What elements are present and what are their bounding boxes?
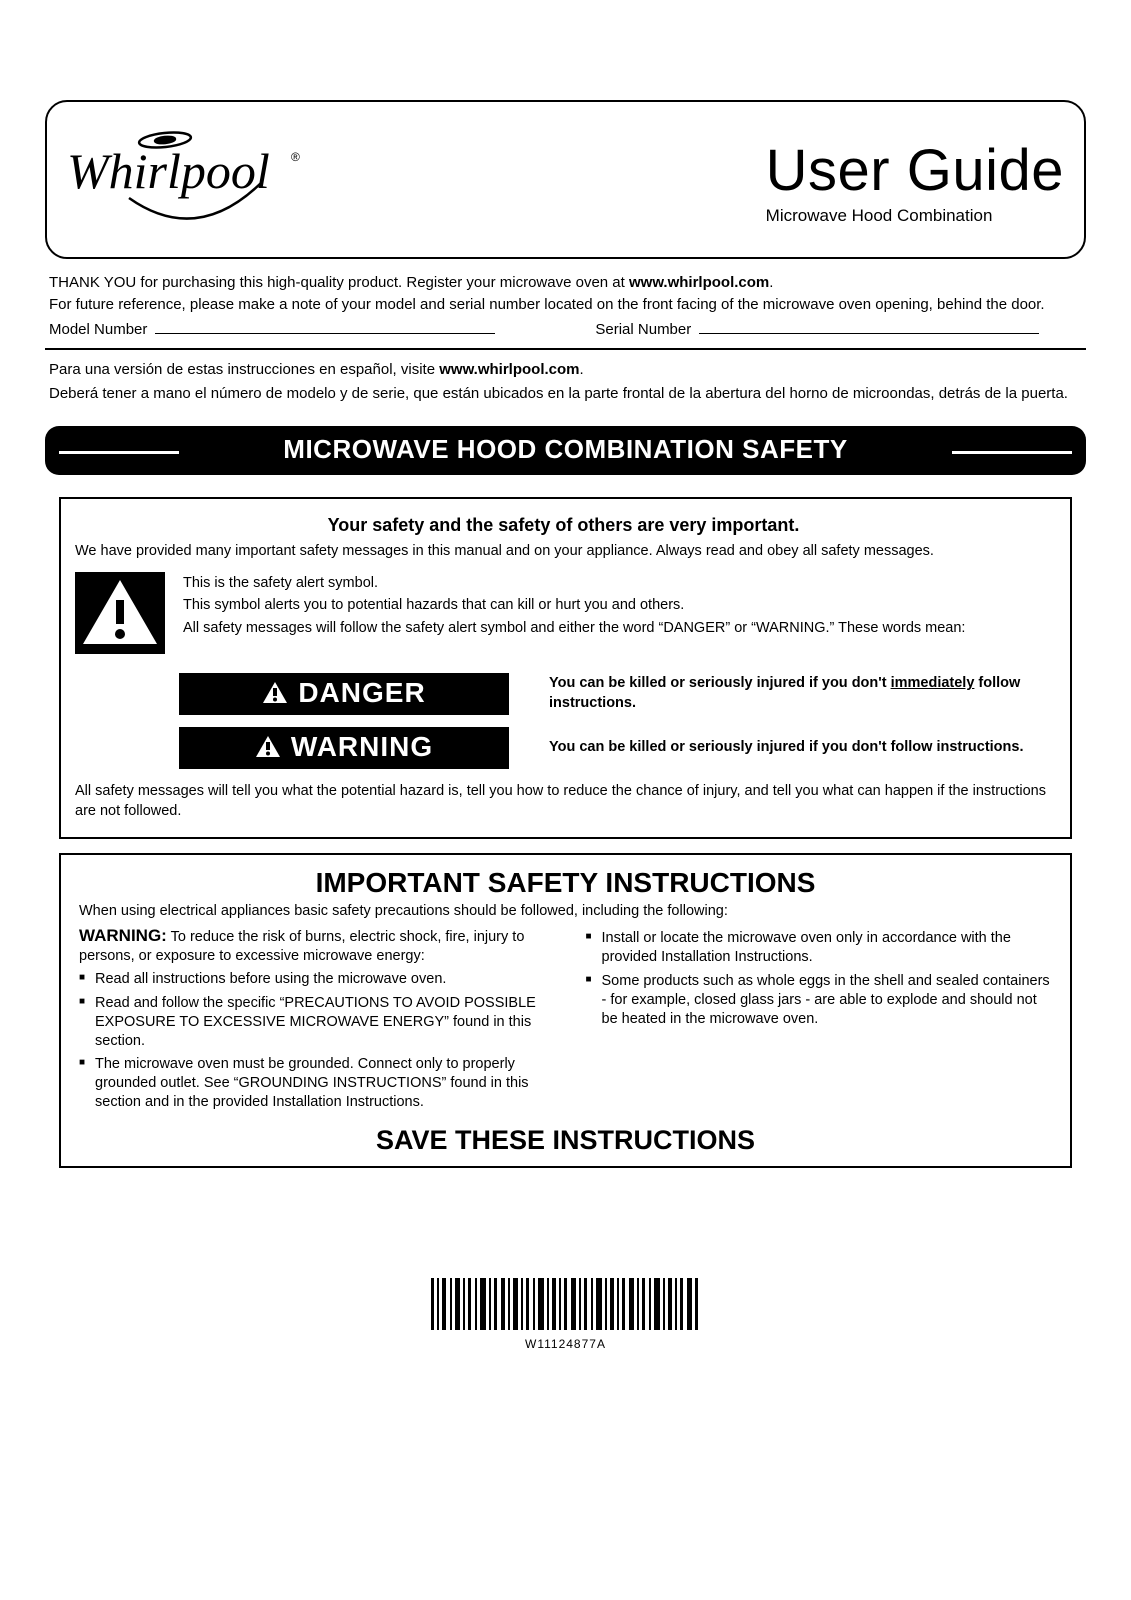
divider bbox=[45, 348, 1086, 350]
safety-intro-text: We have provided many important safety m… bbox=[75, 542, 1052, 562]
document-subtitle: Microwave Hood Combination bbox=[766, 206, 1064, 226]
brand-text: Whirlpool bbox=[67, 143, 270, 199]
warning-prefix: WARNING: bbox=[79, 926, 167, 945]
barcode-block: W11124877A bbox=[45, 1278, 1086, 1351]
instructions-left-column: WARNING: To reduce the risk of burns, el… bbox=[79, 925, 546, 1117]
danger-description: You can be killed or seriously injured i… bbox=[549, 674, 1052, 713]
banner-decoration-right bbox=[952, 451, 1072, 454]
list-item: Read and follow the specific “PRECAUTION… bbox=[79, 994, 546, 1051]
register-url: www.whirlpool.com bbox=[629, 274, 769, 291]
list-item: Some products such as whole eggs in the … bbox=[586, 972, 1053, 1029]
spanish-block: Para una versión de estas instrucciones … bbox=[45, 360, 1086, 405]
alert-line-2: This symbol alerts you to potential haza… bbox=[183, 594, 965, 616]
model-number-line bbox=[155, 333, 495, 334]
serial-number-field: Serial Number bbox=[595, 320, 1039, 340]
serial-number-line bbox=[699, 333, 1039, 334]
alert-small-icon bbox=[255, 735, 281, 759]
right-bullet-list: Install or locate the microwave oven onl… bbox=[586, 929, 1053, 1028]
warning-row: WARNING You can be killed or seriously i… bbox=[75, 727, 1052, 769]
instructions-intro: When using electrical appliances basic s… bbox=[79, 903, 1052, 919]
svg-text:®: ® bbox=[291, 150, 300, 164]
instructions-right-column: Install or locate the microwave oven onl… bbox=[586, 925, 1053, 1117]
left-bullet-list: Read all instructions before using the m… bbox=[79, 970, 546, 1112]
safety-banner: MICROWAVE HOOD COMBINATION SAFETY bbox=[45, 426, 1086, 475]
safety-heading: Your safety and the safety of others are… bbox=[75, 515, 1052, 536]
document-title: User Guide bbox=[766, 142, 1064, 200]
future-reference-line: For future reference, please make a note… bbox=[49, 295, 1082, 315]
instructions-title: IMPORTANT SAFETY INSTRUCTIONS bbox=[79, 867, 1052, 899]
model-number-field: Model Number bbox=[49, 320, 495, 340]
thank-you-line: THANK YOU for purchasing this high-quali… bbox=[49, 273, 1082, 293]
safety-banner-text: MICROWAVE HOOD COMBINATION SAFETY bbox=[283, 434, 847, 464]
alert-small-icon bbox=[262, 681, 288, 705]
alert-symbol-row: This is the safety alert symbol. This sy… bbox=[75, 572, 1052, 659]
danger-badge: DANGER bbox=[179, 673, 509, 715]
page: Whirlpool ® User Guide Microwave Hood Co… bbox=[0, 0, 1131, 1391]
danger-label: DANGER bbox=[298, 677, 425, 709]
list-item: Install or locate the microwave oven onl… bbox=[586, 929, 1053, 967]
safety-box: Your safety and the safety of others are… bbox=[59, 497, 1072, 839]
whirlpool-logo-icon: Whirlpool ® bbox=[67, 126, 307, 236]
barcode-text: W11124877A bbox=[45, 1337, 1086, 1351]
save-instructions: SAVE THESE INSTRUCTIONS bbox=[79, 1125, 1052, 1156]
danger-row: DANGER You can be killed or seriously in… bbox=[75, 673, 1052, 715]
model-number-label: Model Number bbox=[49, 320, 147, 340]
warning-badge: WARNING bbox=[179, 727, 509, 769]
header-frame: Whirlpool ® User Guide Microwave Hood Co… bbox=[45, 100, 1086, 259]
title-block: User Guide Microwave Hood Combination bbox=[766, 142, 1064, 226]
serial-number-label: Serial Number bbox=[595, 320, 691, 340]
spanish-line-1: Para una versión de estas instrucciones … bbox=[49, 360, 1082, 380]
alert-line-1: This is the safety alert symbol. bbox=[183, 572, 965, 594]
safety-closing-text: All safety messages will tell you what t… bbox=[75, 781, 1052, 822]
brand-logo: Whirlpool ® bbox=[67, 126, 307, 241]
warning-description: You can be killed or seriously injured i… bbox=[549, 738, 1052, 758]
spanish-line-2: Deberá tener a mano el número de modelo … bbox=[49, 384, 1082, 404]
warning-label: WARNING bbox=[291, 731, 433, 763]
alert-text-block: This is the safety alert symbol. This sy… bbox=[183, 572, 965, 639]
instructions-columns: WARNING: To reduce the risk of burns, el… bbox=[79, 925, 1052, 1117]
instructions-box: IMPORTANT SAFETY INSTRUCTIONS When using… bbox=[59, 853, 1072, 1168]
alert-line-3: All safety messages will follow the safe… bbox=[183, 617, 965, 639]
banner-decoration-left bbox=[59, 451, 179, 454]
list-item: The microwave oven must be grounded. Con… bbox=[79, 1055, 546, 1112]
spanish-url: www.whirlpool.com bbox=[439, 361, 579, 378]
intro-block: THANK YOU for purchasing this high-quali… bbox=[45, 273, 1086, 340]
fields-row: Model Number Serial Number bbox=[49, 320, 1082, 340]
list-item: Read all instructions before using the m… bbox=[79, 970, 546, 989]
alert-triangle-icon bbox=[75, 572, 165, 659]
barcode-icon bbox=[431, 1278, 701, 1335]
